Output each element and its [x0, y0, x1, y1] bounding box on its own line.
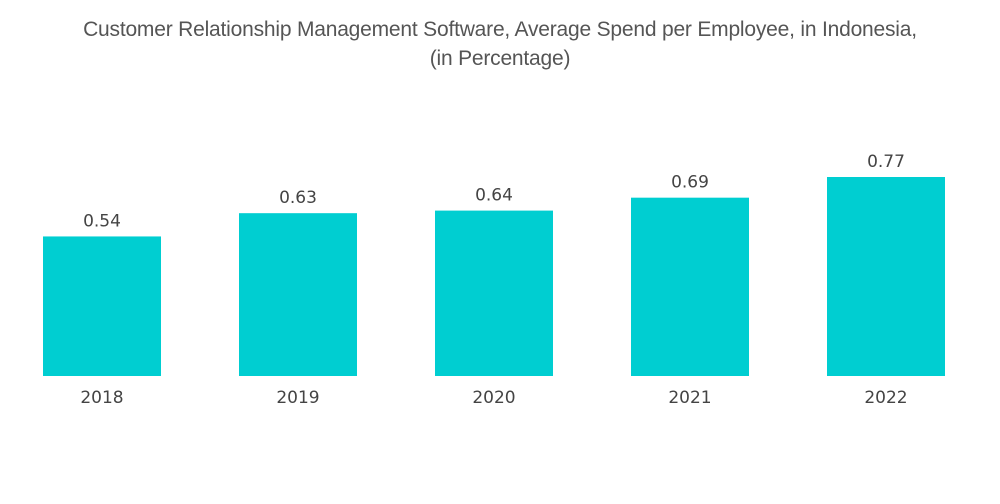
data-label-2019: 0.63 — [279, 188, 317, 208]
x-tick-label-2018: 2018 — [80, 388, 123, 408]
data-label-2020: 0.64 — [475, 186, 513, 206]
data-label-2021: 0.69 — [671, 173, 709, 193]
bar-2019 — [239, 213, 357, 376]
x-tick-label-2022: 2022 — [864, 388, 907, 408]
data-label-2018: 0.54 — [83, 211, 121, 231]
bar-2018 — [43, 236, 161, 376]
bar-2020 — [435, 210, 553, 376]
x-tick-label-2020: 2020 — [472, 388, 515, 408]
chart-subtitle: (in Percentage) — [429, 47, 571, 70]
data-label-2022: 0.77 — [867, 152, 905, 172]
x-tick-label-2019: 2019 — [276, 388, 319, 408]
x-tick-label-2021: 2021 — [668, 388, 711, 408]
bar-2021 — [631, 197, 749, 376]
chart-title: Customer Relationship Management Softwar… — [83, 18, 917, 41]
bar-2022 — [827, 177, 945, 376]
